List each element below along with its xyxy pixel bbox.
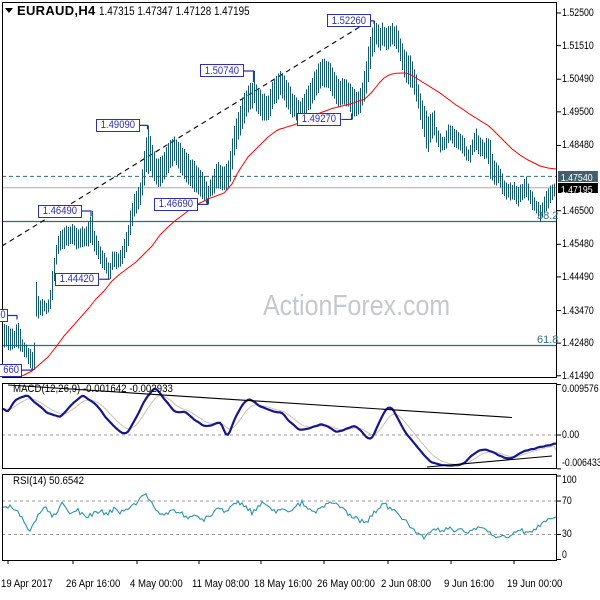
panel-border-0: [2, 2, 557, 378]
rsi-name: RSI(14): [13, 475, 47, 487]
price-axis-label: 1.48480: [561, 139, 594, 152]
x-axis-label: 19 Jun 00:00: [507, 578, 563, 590]
x-axis-label: 19 Apr 2017: [1, 578, 53, 590]
x-axis-label: 2 Jun 08:00: [381, 578, 432, 590]
price-marker-text: 1.47195: [560, 183, 593, 196]
annotation-connector[interactable]: [7, 314, 18, 320]
annotation-connector[interactable]: [140, 124, 149, 130]
price-annotation-text: 1.49270: [302, 113, 337, 126]
price-marker-text: 1.47540: [560, 172, 593, 185]
price-annotation-text: 1.46690: [158, 198, 193, 211]
annotation-connector[interactable]: [341, 113, 353, 121]
macd-trendline-1[interactable]: [7, 384, 513, 419]
price-marker-1.47540: 1.47540: [558, 171, 598, 185]
annotation-connector[interactable]: [99, 278, 110, 280]
symbol-name: EURAUD,H4: [17, 3, 96, 18]
quote-high: 1.47347: [137, 4, 173, 18]
macd-value-main: -0.001642: [82, 383, 127, 395]
price-annotation-text: 660: [3, 364, 20, 377]
rsi-axis-label: 30: [561, 528, 572, 541]
price-annotation-1.50740[interactable]: 1.50740: [199, 64, 244, 78]
symbol-info: EURAUD,H4 1.47315 1.47347 1.47128 1.4719…: [17, 4, 282, 17]
rsi-axis-label: 100: [561, 473, 577, 486]
panel-border-1: [2, 383, 557, 469]
price-axis-label: 1.42480: [561, 337, 594, 350]
annotation-connector[interactable]: [197, 198, 209, 206]
price-annotation-1.49090[interactable]: 1.49090: [96, 118, 140, 132]
price-axis-label: 1.50490: [561, 73, 594, 86]
price-axis-label: 1.49500: [561, 105, 594, 118]
macd-name: MACD(12,26,9): [13, 383, 81, 395]
price-axis-label: 1.45480: [561, 238, 594, 251]
macd-trendline-2[interactable]: [426, 455, 553, 468]
price-annotation-text: 1.50740: [204, 64, 239, 77]
moving-average-line: [14, 72, 557, 378]
x-axis-label: 4 May 00:00: [130, 578, 183, 590]
x-axis-label: 9 Jun 16:00: [444, 578, 495, 590]
price-annotation-1.46490[interactable]: 1.46490: [37, 204, 82, 218]
price-annotation-1.52260[interactable]: 1.52260: [327, 14, 371, 28]
quote-low: 1.47128: [175, 4, 212, 18]
rsi-line: [1, 493, 557, 541]
annotation-connector[interactable]: [81, 210, 92, 217]
price-axis-label: 1.43470: [561, 304, 594, 317]
price-annotation-text: 1.49090: [100, 119, 136, 132]
price-axis-label: 1.52500: [561, 7, 594, 19]
price-marker-1.47195: 1.47195: [558, 182, 598, 196]
price-axis-label: 1.41490: [561, 369, 594, 382]
quote-values: 1.47315 1.47347 1.47128 1.47195: [99, 5, 250, 17]
macd-axis-label: 0.009576: [561, 382, 599, 395]
x-axis-label: 26 May 00:00: [317, 578, 375, 590]
macd-axis-label: -0.006433: [561, 457, 600, 469]
rsi-indicator-label: RSI(14) 50.6542: [13, 476, 84, 487]
price-axis-label: 1.44490: [561, 270, 594, 283]
x-axis-label: 11 May 08:00: [192, 578, 250, 590]
panel-border-2: [2, 474, 557, 561]
quote-close: 1.47195: [213, 4, 250, 18]
annotation-connector[interactable]: [21, 368, 33, 371]
x-axis-label: 26 Apr 16:00: [66, 578, 121, 590]
fib-level-label: 61.8: [537, 333, 559, 346]
price-annotation-1.44420[interactable]: 1.44420: [55, 272, 100, 286]
macd-indicator-label: MACD(12,26,9) -0.001642 -0.002933: [13, 384, 173, 395]
price-annotation-text: 1.52260: [331, 14, 367, 27]
symbol-dropdown-icon[interactable]: [5, 8, 13, 13]
fib-level-label: 38.2: [537, 209, 559, 222]
price-axis-label: 1.51510: [561, 39, 594, 52]
watermark: ActionForex.com: [263, 290, 451, 322]
price-annotation-0[interactable]: 0: [0, 308, 8, 322]
annotation-connector[interactable]: [371, 20, 375, 24]
price-annotation-1.49270[interactable]: 1.49270: [297, 112, 342, 126]
quote-open: 1.47315: [98, 4, 135, 18]
price-annotation-text: 1.44420: [60, 273, 95, 286]
rsi-axis-label: 0: [561, 549, 567, 561]
price-axis-label: 1.46500: [561, 204, 594, 217]
price-annotation-text: 1.46490: [42, 205, 77, 218]
price-annotation-1.46690[interactable]: 1.46690: [153, 197, 198, 211]
rsi-value: 50.6542: [49, 475, 85, 487]
rsi-axis-label: 70: [561, 495, 572, 508]
x-axis-label: 18 May 16:00: [254, 578, 312, 590]
macd-value-signal: -0.002933: [129, 383, 173, 395]
price-annotation-text: 0: [0, 309, 7, 322]
macd-axis-label: 0.00: [561, 429, 579, 441]
annotation-connector[interactable]: [243, 70, 255, 82]
price-annotation-660[interactable]: 660: [0, 363, 22, 377]
